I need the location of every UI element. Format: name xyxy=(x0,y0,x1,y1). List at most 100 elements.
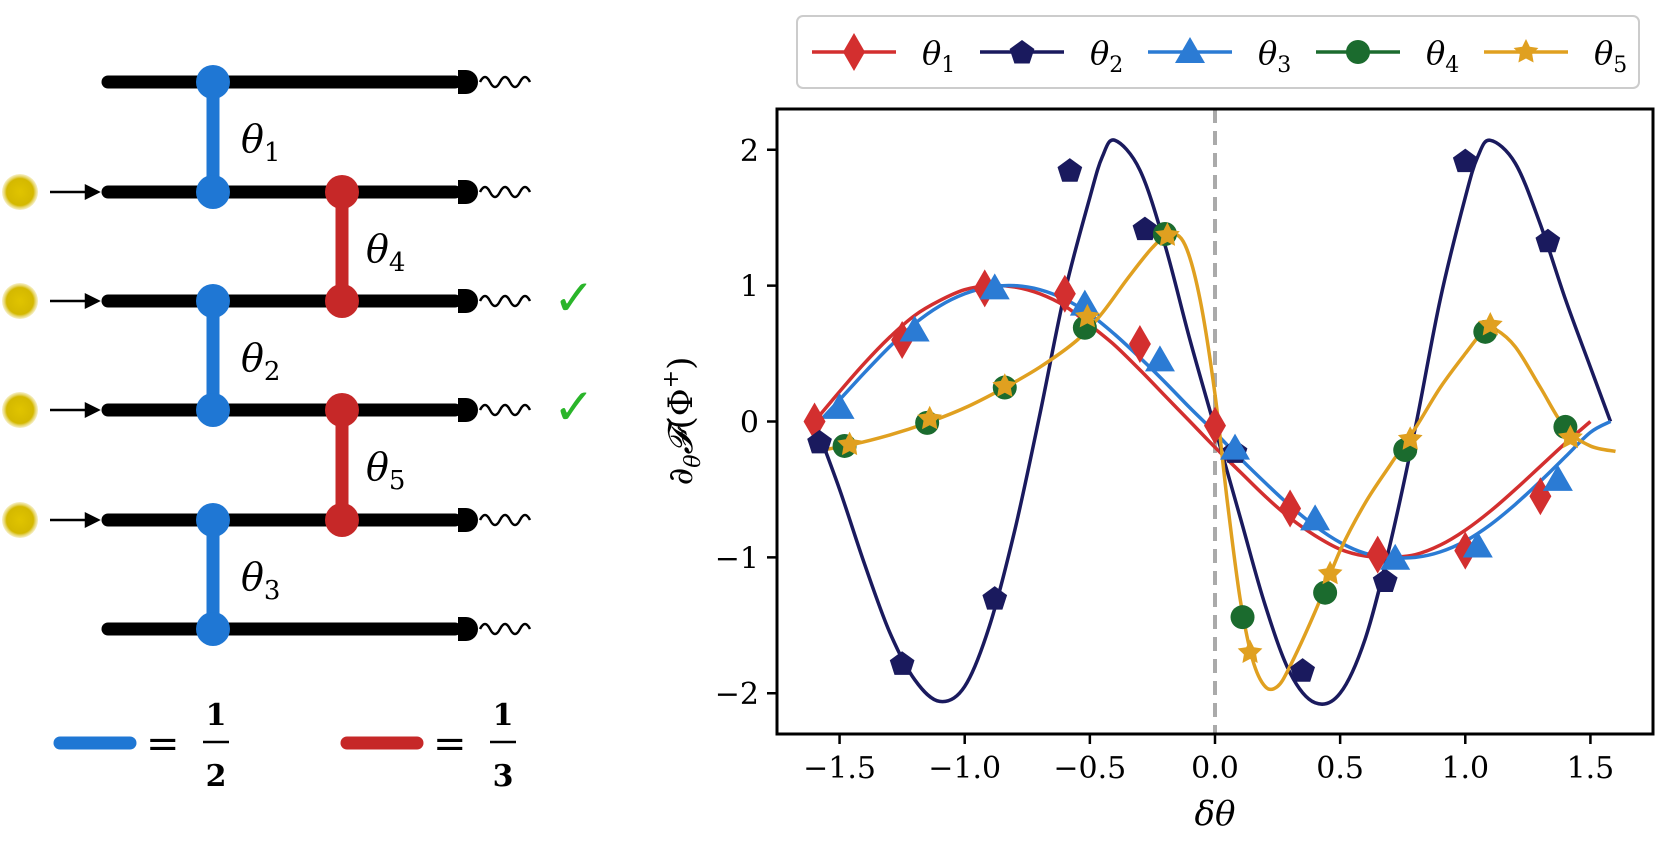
data-point-theta2 xyxy=(807,429,832,454)
detector-icon xyxy=(458,398,532,422)
legend-label: θ2 xyxy=(1090,34,1123,78)
data-point-theta2 xyxy=(1057,158,1083,182)
coupler-key: = 1 2 = 1 3 xyxy=(53,698,516,794)
wires xyxy=(101,75,462,636)
data-point-theta2 xyxy=(1290,658,1315,682)
series-line-theta1 xyxy=(813,283,1592,560)
key-den-red: 3 xyxy=(493,759,514,794)
data-point-theta3 xyxy=(1380,543,1411,570)
data-point-theta1 xyxy=(1279,489,1302,528)
key-eq-blue: = xyxy=(146,721,180,767)
data-point-theta1 xyxy=(1128,325,1151,364)
source-icon xyxy=(2,283,38,319)
legend-entry-theta2: θ2 xyxy=(980,34,1123,78)
key-eq-red: = xyxy=(433,721,467,767)
source-icon xyxy=(2,174,38,210)
data-point-theta4 xyxy=(1313,580,1338,605)
coupler-theta4 xyxy=(325,175,359,318)
legend-swatch-marker xyxy=(1513,39,1539,63)
param-label-theta3: θ3 xyxy=(241,555,280,606)
detector-icon xyxy=(458,289,532,313)
key-num-red: 1 xyxy=(493,698,514,733)
coupler-theta2 xyxy=(196,284,230,427)
data-point-theta3 xyxy=(1144,345,1175,372)
param-label-theta5: θ5 xyxy=(366,445,405,496)
data-point-theta5 xyxy=(992,373,1018,397)
legend-entry-theta1: θ1 xyxy=(812,33,955,78)
x-tick-label: 0.0 xyxy=(1191,751,1239,786)
coupler-theta3 xyxy=(196,503,230,646)
source-icon xyxy=(2,502,38,538)
data-point-theta3 xyxy=(899,315,930,342)
legend-entry-theta5: θ5 xyxy=(1484,34,1627,78)
data-point-theta5 xyxy=(1317,560,1343,585)
data-point-theta3 xyxy=(824,392,855,419)
param-label-theta1: θ1 xyxy=(241,117,280,168)
arrow-icon xyxy=(50,183,101,201)
legend-label: θ5 xyxy=(1594,34,1627,78)
legend-swatch-marker xyxy=(1346,40,1370,64)
x-tick-label: −0.5 xyxy=(1053,751,1126,786)
y-tick-label: 1 xyxy=(740,270,759,305)
coupler-theta5 xyxy=(325,393,359,537)
couplers xyxy=(196,65,359,646)
source-icon xyxy=(2,392,38,428)
y-tick-label: −2 xyxy=(715,677,759,712)
legend-label: θ1 xyxy=(922,34,955,78)
legend: θ1 θ2 θ3 θ4 θ5 xyxy=(796,15,1640,89)
data-point-theta2 xyxy=(889,651,915,675)
data-point-theta5 xyxy=(917,405,942,430)
y-tick-label: 0 xyxy=(740,406,759,441)
detectors xyxy=(458,70,532,641)
detector-icon xyxy=(458,180,532,204)
detector-icon xyxy=(458,617,532,641)
chart: θ1 θ2 θ3 θ4 θ5 δθ ∂θ𝓕(Φ+) −1.5 −1.0 −0.5 0.0 0.5… xyxy=(659,15,1655,834)
data-point-theta2 xyxy=(982,586,1008,610)
y-tick-label: −1 xyxy=(715,541,759,576)
x-tick-label: −1.0 xyxy=(928,751,1001,786)
data-point-theta3 xyxy=(1069,289,1100,316)
detector-icon xyxy=(458,508,532,532)
check-icon: ✓ xyxy=(553,269,595,327)
check-icon: ✓ xyxy=(553,378,595,436)
data-point-theta3 xyxy=(1462,531,1493,558)
legend-label: θ4 xyxy=(1426,34,1459,78)
data-point-theta5 xyxy=(1237,639,1263,663)
coupler-theta1 xyxy=(196,65,230,209)
x-tick-label: −1.5 xyxy=(803,751,876,786)
circuit-diagram: θ1 θ4 θ2 θ5 θ3 ✓ ✓ = 1 2 = 1 3 xyxy=(2,65,595,794)
detector-icon xyxy=(458,70,532,94)
param-label-theta4: θ4 xyxy=(366,227,405,278)
key-den-blue: 2 xyxy=(206,759,227,794)
data-point-theta5 xyxy=(1478,312,1503,336)
data-point-theta5 xyxy=(1558,424,1583,449)
y-tick-label: 2 xyxy=(740,134,759,169)
input-arrows xyxy=(50,183,101,529)
legend-entry-theta4: θ4 xyxy=(1316,34,1459,78)
x-tick-label: 1.0 xyxy=(1441,751,1489,786)
data-point-theta3 xyxy=(1300,504,1331,531)
x-tick-label: 0.5 xyxy=(1316,751,1364,786)
data-point-theta4 xyxy=(1230,605,1255,630)
arrow-icon xyxy=(50,292,101,310)
key-num-blue: 1 xyxy=(206,698,227,733)
photon-sources xyxy=(2,174,38,538)
data-point-theta3 xyxy=(1542,464,1573,491)
legend-swatch-marker xyxy=(1009,40,1035,64)
y-axis-label: ∂θ𝓕(Φ+) xyxy=(659,357,706,486)
data-point-theta2 xyxy=(1372,568,1398,592)
legend-entry-theta3: θ3 xyxy=(1148,34,1291,78)
data-point-theta1 xyxy=(1366,535,1389,574)
data-point-theta2 xyxy=(1452,148,1478,173)
legend-swatch-marker xyxy=(1175,37,1205,63)
arrow-icon xyxy=(50,511,101,529)
data-point-theta2 xyxy=(1535,228,1561,253)
data-point-theta5 xyxy=(1075,303,1100,328)
data-point-theta1 xyxy=(1204,406,1226,445)
data-point-theta3 xyxy=(979,273,1010,300)
data-point-theta3 xyxy=(1220,433,1251,460)
legend-swatch-marker xyxy=(843,33,865,71)
arrow-icon xyxy=(50,401,101,419)
data-point-theta1 xyxy=(1053,274,1076,313)
